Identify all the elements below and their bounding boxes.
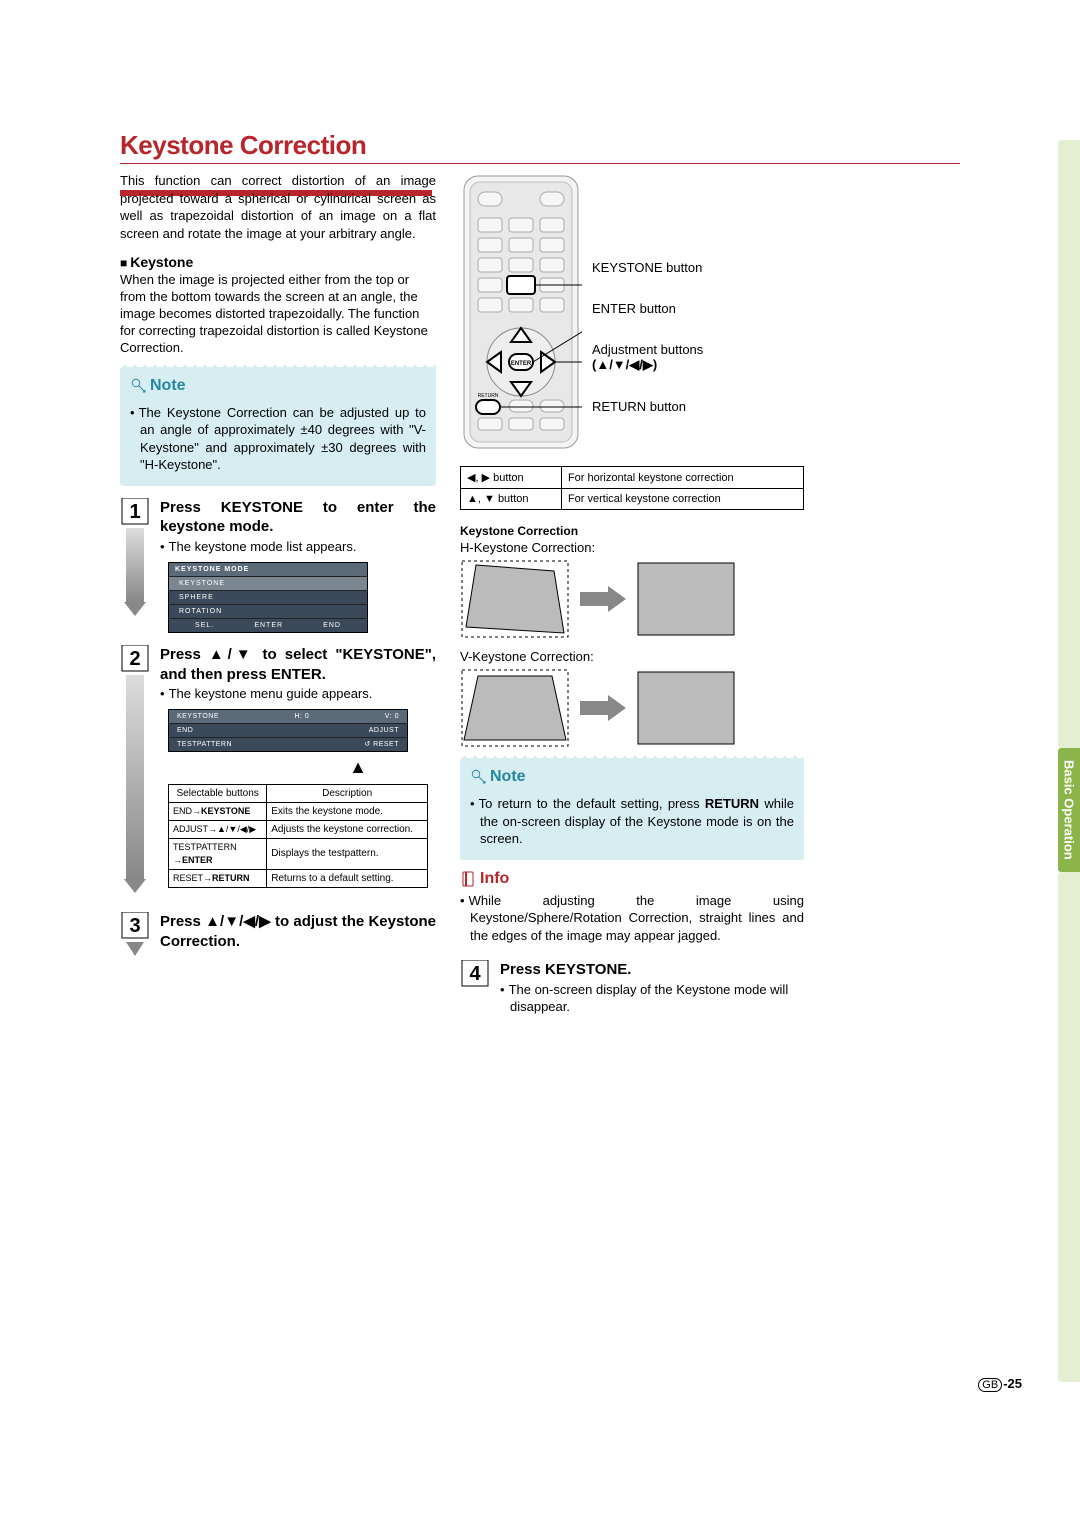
keystone-body: When the image is projected either from … (120, 272, 436, 356)
dt-r1a: END→KEYSTONE (173, 806, 250, 816)
label-enter-button: ENTER button (592, 301, 804, 316)
dt-r4a: RESET→RETURN (173, 873, 250, 883)
kc-heading: Keystone Correction (460, 524, 804, 538)
side-tab-bg-top (1058, 140, 1080, 748)
hkc-label: H-Keystone Correction: (460, 540, 804, 555)
side-tab-bg-bottom (1058, 872, 1080, 1382)
note-text-1: The Keystone Correction can be adjusted … (130, 404, 426, 474)
vkc-diagram (460, 668, 804, 748)
dt-r2a: ADJUST→▲/▼/◀/▶ (173, 824, 256, 834)
bt-r1a: ◀, ▶ button (461, 467, 562, 489)
arrow-up-icon: ▲ (280, 756, 436, 779)
page-prefix: GB (978, 1378, 1002, 1392)
info-label: Info (480, 870, 509, 888)
step-2-number: 2 (120, 645, 150, 900)
dt-r3b: Displays the testpattern. (267, 838, 428, 869)
svg-text:RETURN: RETURN (478, 393, 499, 399)
osd2-end: END (177, 726, 193, 735)
note-icon-2: Note (470, 768, 526, 786)
label-adjustment-buttons: Adjustment buttons(▲/▼/◀/▶) (592, 342, 804, 373)
label-arrows: (▲/▼/◀/▶) (592, 357, 657, 372)
svg-text:1: 1 (129, 501, 140, 523)
svg-text:ENTER: ENTER (511, 361, 532, 367)
dt-h1: Selectable buttons (169, 784, 267, 802)
label-keystone-button: KEYSTONE button (592, 260, 804, 275)
step-1: 1 Press KEYSTONE to enter the keystone m… (120, 498, 436, 633)
step-4-bullet: The on-screen display of the Keystone mo… (500, 982, 804, 1016)
step-1-number: 1 (120, 498, 150, 623)
step-3-title: Press ▲/▼/◀/▶ to adjust the Keystone Cor… (160, 912, 436, 951)
description-table: Selectable buttonsDescription END→KEYSTO… (168, 784, 428, 888)
note-icon: Note (130, 377, 186, 395)
page-title: Keystone Correction (120, 130, 960, 164)
step-2-title: Press ▲/▼ to select "KEYSTONE", and then… (160, 645, 436, 684)
osd-enter: ENTER (254, 621, 283, 630)
note-label-2: Note (490, 768, 526, 786)
osd-title: KEYSTONE MODE (169, 563, 367, 576)
step-4-title: Press KEYSTONE. (500, 960, 804, 980)
svg-text:2: 2 (129, 648, 140, 670)
osd2-keystone: KEYSTONE (177, 712, 219, 721)
dt-r3a: TESTPATTERN→ENTER (173, 842, 237, 865)
bt-r1b: For horizontal keystone correction (561, 467, 803, 489)
step-3-number: 3 (120, 912, 150, 963)
section-tab: Basic Operation (1058, 748, 1080, 872)
arrow-icon (578, 584, 628, 614)
osd2-h: H: 0 (294, 712, 309, 721)
osd-row-rotation: ROTATION (169, 604, 367, 618)
osd-sel: SEL. (195, 621, 214, 630)
button-table: ◀, ▶ buttonFor horizontal keystone corre… (460, 466, 804, 510)
osd2-reset: ↺ RESET (364, 740, 399, 749)
step-3: 3 Press ▲/▼/◀/▶ to adjust the Keystone C… (120, 912, 436, 963)
step-2: 2 Press ▲/▼ to select "KEYSTONE", and th… (120, 645, 436, 900)
bt-r2a: ▲, ▼ button (461, 489, 562, 510)
svg-text:4: 4 (469, 963, 481, 985)
page-number: GB-25 (978, 1376, 1022, 1391)
note-box-2: Note To return to the default setting, p… (460, 758, 804, 860)
step-1-title: Press KEYSTONE to enter the keystone mod… (160, 498, 436, 537)
step-1-bullet: The keystone mode list appears. (160, 539, 436, 556)
step-4: 4 Press KEYSTONE. The on-screen display … (460, 960, 804, 1015)
step-4-number: 4 (460, 960, 490, 995)
keystone-heading: ■Keystone (120, 254, 436, 270)
bt-r2b: For vertical keystone correction (561, 489, 803, 510)
info-icon: Info (460, 870, 509, 888)
note-label: Note (150, 377, 186, 395)
dt-h2: Description (267, 784, 428, 802)
osd-row-keystone: KEYSTONE (169, 576, 367, 590)
step-2-bullet: The keystone menu guide appears. (160, 686, 436, 703)
svg-text:3: 3 (129, 915, 140, 937)
osd-keystone-mode: KEYSTONE MODE KEYSTONE SPHERE ROTATION S… (168, 562, 368, 633)
note-text-2: To return to the default setting, press … (470, 795, 794, 848)
vkc-label: V-Keystone Correction: (460, 649, 804, 664)
dt-r1b: Exits the keystone mode. (267, 802, 428, 820)
info-text: While adjusting the image using Keystone… (460, 892, 804, 945)
note-box-1: Note The Keystone Correction can be adju… (120, 367, 436, 486)
osd-end: END (323, 621, 341, 630)
dt-r4b: Returns to a default setting. (267, 869, 428, 887)
label-return-button: RETURN button (592, 399, 804, 414)
osd2-adjust: ADJUST (369, 726, 399, 735)
intro-text: This function can correct distortion of … (120, 172, 436, 242)
page-num-value: 25 (1008, 1376, 1022, 1391)
osd2-testpattern: TESTPATTERN (177, 740, 232, 749)
osd-keystone-guide: KEYSTONE H: 0 V: 0 END ADJUST TESTPATTERN ↺ … (168, 709, 408, 752)
osd2-v: V: 0 (385, 712, 399, 721)
arrow-icon-2 (578, 693, 628, 723)
osd-row-sphere: SPHERE (169, 590, 367, 604)
hkc-diagram (460, 559, 804, 639)
remote-diagram: ENTER RETURN (460, 172, 804, 452)
keystone-heading-text: Keystone (130, 254, 193, 270)
remote-svg: ENTER RETURN (460, 172, 582, 452)
dt-r2b: Adjusts the keystone correction. (267, 820, 428, 838)
